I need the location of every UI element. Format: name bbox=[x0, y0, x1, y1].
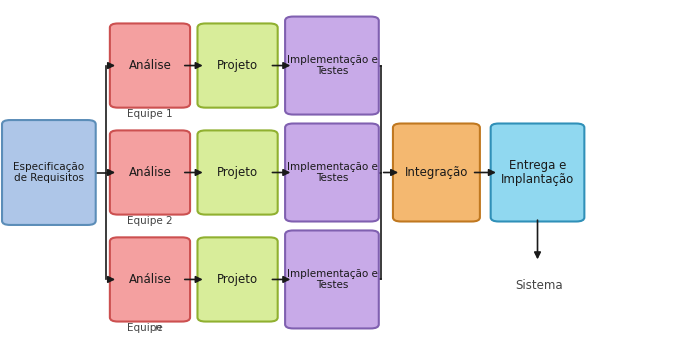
FancyBboxPatch shape bbox=[393, 124, 480, 221]
Text: Análise: Análise bbox=[129, 59, 171, 72]
Text: Projeto: Projeto bbox=[217, 166, 258, 179]
Text: Equipe 2: Equipe 2 bbox=[127, 216, 173, 226]
Text: Projeto: Projeto bbox=[217, 273, 258, 286]
FancyBboxPatch shape bbox=[2, 120, 96, 225]
Text: n: n bbox=[155, 323, 162, 333]
FancyBboxPatch shape bbox=[197, 23, 278, 108]
Text: Implementação e
Testes: Implementação e Testes bbox=[286, 55, 377, 76]
Text: Especificação
de Requisitos: Especificação de Requisitos bbox=[13, 162, 84, 183]
FancyBboxPatch shape bbox=[491, 124, 584, 221]
FancyBboxPatch shape bbox=[110, 23, 190, 108]
Text: Análise: Análise bbox=[129, 166, 171, 179]
FancyBboxPatch shape bbox=[285, 17, 379, 115]
Text: Implementação e
Testes: Implementação e Testes bbox=[286, 269, 377, 290]
FancyBboxPatch shape bbox=[285, 124, 379, 221]
Text: Entrega e
Implantação: Entrega e Implantação bbox=[501, 158, 574, 187]
Text: Integração: Integração bbox=[404, 166, 468, 179]
Text: Sistema: Sistema bbox=[516, 278, 563, 292]
FancyBboxPatch shape bbox=[110, 237, 190, 322]
Text: Equipe 1: Equipe 1 bbox=[127, 109, 173, 119]
FancyBboxPatch shape bbox=[197, 237, 278, 322]
FancyBboxPatch shape bbox=[197, 130, 278, 215]
Text: Projeto: Projeto bbox=[217, 59, 258, 72]
Text: Análise: Análise bbox=[129, 273, 171, 286]
Text: Implementação e
Testes: Implementação e Testes bbox=[286, 162, 377, 183]
FancyBboxPatch shape bbox=[110, 130, 190, 215]
FancyBboxPatch shape bbox=[285, 230, 379, 328]
Text: Equipe: Equipe bbox=[127, 323, 166, 333]
